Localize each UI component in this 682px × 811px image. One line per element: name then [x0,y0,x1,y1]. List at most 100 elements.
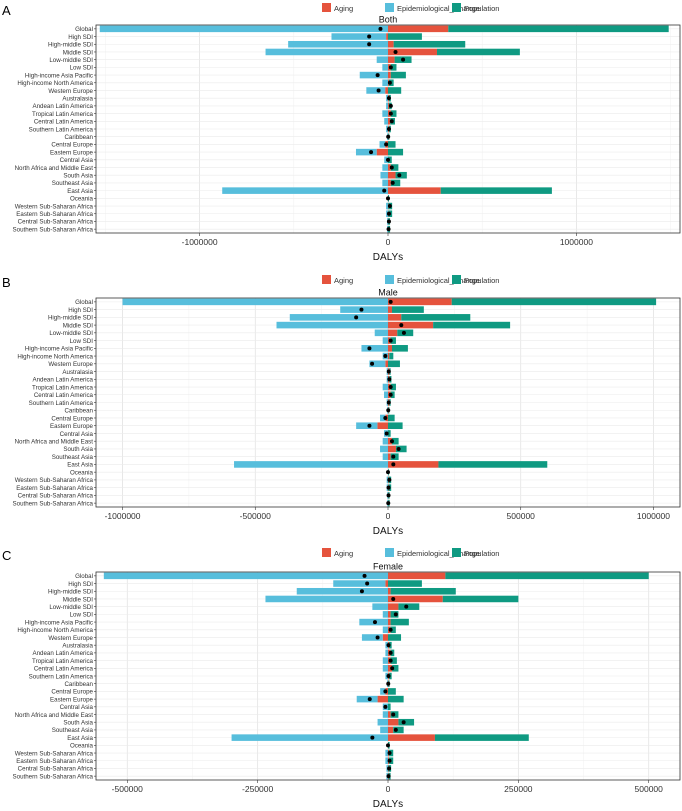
bar-aging [388,118,391,125]
y-tick-label: Oceania [70,469,94,476]
y-tick-label: Caribbean [64,681,93,688]
total-change-point [391,462,396,467]
bar-epidemiological_change [374,329,388,337]
y-tick-label: South Asia [63,720,93,727]
x-axis-title: DALYs [373,799,403,810]
legend-label-epidemiological_change: Epidemiological_Change [397,4,480,13]
y-tick-label: Tropical Latin America [32,384,94,391]
bar-population [391,306,424,313]
total-change-point [387,477,392,482]
y-tick-label: Tropical Latin America [32,658,94,665]
bar-population [398,718,415,726]
total-change-point [387,377,392,382]
legend-swatch-aging [322,275,331,284]
bar-aging [388,171,396,179]
total-change-point [388,385,393,390]
bar-population [451,298,657,306]
y-tick-label: Low-middle SDI [49,330,93,337]
y-tick-label: Central Latin America [34,119,94,126]
legend-label-aging: Aging [334,276,353,285]
y-tick-label: Australasia [62,95,93,102]
bar-aging [388,618,391,626]
bar-population [390,164,399,171]
total-change-point [384,431,389,436]
total-change-point [388,111,393,116]
y-tick-label: Central Europe [51,142,93,149]
bar-aging [388,329,398,337]
bar-epidemiological_change [385,649,388,657]
total-change-point [399,323,404,328]
y-tick-label: Middle SDI [63,49,94,56]
total-change-point [367,697,372,702]
strip-background [96,286,680,298]
bar-aging [388,665,393,672]
bar-population [401,314,471,321]
total-change-point [354,315,359,320]
bar-epidemiological_change [288,40,388,48]
total-change-point [372,620,377,625]
legend-swatch-aging [322,548,331,557]
y-tick-label: Oceania [70,196,94,203]
legend-label-aging: Aging [334,4,353,13]
total-change-point [384,142,389,147]
total-change-point [375,635,380,640]
y-tick-label: Central Latin America [34,392,94,399]
x-tick-label: 250000 [504,784,533,794]
bar-aging [388,164,391,171]
bar-aging [388,56,395,63]
bar-population [393,726,404,734]
total-change-point [370,735,375,740]
bar-population [398,603,420,610]
bar-epidemiological_change [385,757,388,765]
bar-epidemiological_change [384,118,388,125]
y-tick-label: Low-middle SDI [49,57,93,64]
bar-population [390,587,456,595]
y-tick-label: High-income Asia Pacific [25,619,93,626]
bar-epidemiological_change [366,87,386,94]
total-change-point [404,604,409,609]
total-change-point [389,165,394,170]
legend-swatch-aging [322,3,331,12]
bar-population [390,626,396,634]
bar-aging [388,445,396,453]
y-tick-label: East Asia [67,462,93,469]
bar-epidemiological_change [103,572,389,580]
bar-aging [388,734,435,741]
bar-population [388,703,391,711]
bar-epidemiological_change [355,148,377,156]
total-change-point [396,446,401,451]
total-change-point [367,346,372,351]
y-tick-label: Central Asia [60,704,94,711]
y-tick-label: Eastern Sub-Saharan Africa [16,485,93,492]
total-change-point [393,727,398,732]
panel-title: Female [373,562,403,572]
y-tick-label: Central Europe [51,415,93,422]
bar-epidemiological_change [331,33,387,40]
total-change-point [386,96,391,101]
bar-population [442,595,519,603]
x-tick-label: 500000 [635,784,664,794]
y-tick-label: East Asia [67,188,93,195]
y-tick-label: South Asia [63,173,93,180]
bar-aging [377,695,388,703]
y-tick-label: Central Sub-Saharan Africa [18,219,94,226]
bar-population [388,87,402,94]
bar-aging [388,321,434,329]
panel-label: C [2,548,11,563]
total-change-point [386,196,390,201]
bar-epidemiological_change [382,164,388,171]
bar-aging [388,102,389,110]
total-change-point [388,103,393,108]
y-tick-label: Western Europe [48,361,93,368]
strip-background [96,13,680,25]
total-change-point [389,439,394,444]
y-tick-label: Western Sub-Saharan Africa [15,203,94,210]
bar-population [388,688,396,695]
bar-epidemiological_change [231,734,388,741]
bar-epidemiological_change [386,102,388,110]
bar-population [388,141,396,148]
total-change-point [367,423,372,428]
total-change-point [386,408,391,413]
bar-population [434,734,529,741]
